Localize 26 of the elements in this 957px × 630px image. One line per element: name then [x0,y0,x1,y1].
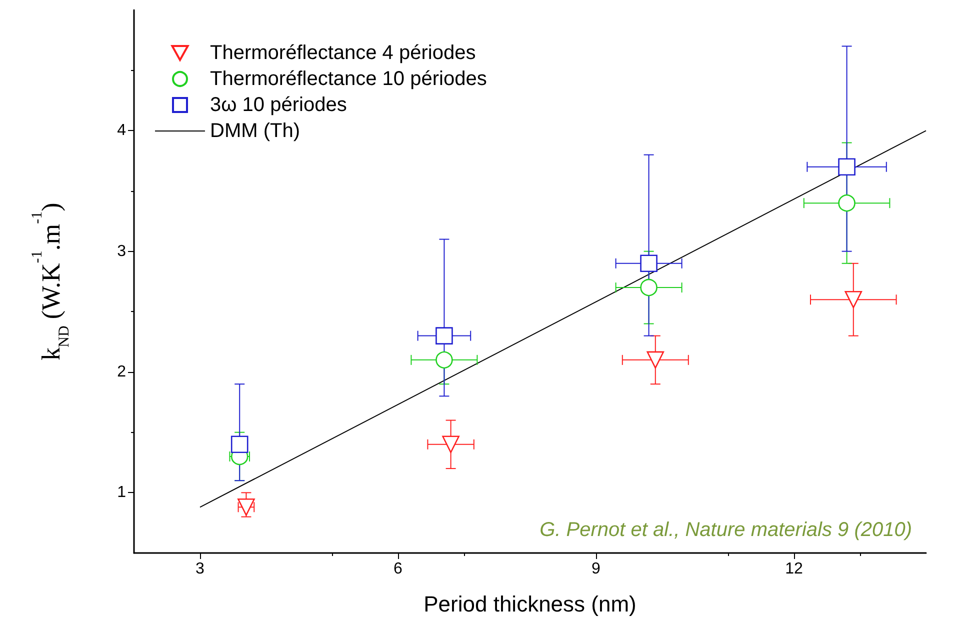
point [838,194,856,212]
y-tick-label: 4 [117,122,126,140]
point [230,436,248,454]
point [646,351,664,369]
x-tick-label: 9 [592,560,601,578]
legend-label: 3ω 10 périodes [210,94,347,116]
legend-label: Thermoréflectance 4 périodes [210,42,476,64]
x-tick-label: 12 [785,560,803,578]
point [238,498,255,516]
point [640,254,658,272]
x-tick-label: 3 [196,560,205,578]
point [442,436,460,454]
legend-label: DMM (Th) [210,120,300,142]
x-axis-title: Period thickness (nm) [424,592,636,616]
annotation: G. Pernot et al., Nature materials 9 (2010) [540,519,912,541]
point [838,158,856,176]
x-tick-label: 6 [394,560,403,578]
legend-label: Thermoréflectance 10 périodes [210,68,487,90]
y-axis-title: kND (W.K-1.m-1) [30,202,72,360]
y-tick-label: 1 [117,484,126,502]
point [436,327,453,344]
point [844,290,862,308]
point [436,351,453,369]
point [640,278,658,296]
y-tick-label: 2 [117,364,126,380]
y-tick-label: 3 [117,242,126,260]
